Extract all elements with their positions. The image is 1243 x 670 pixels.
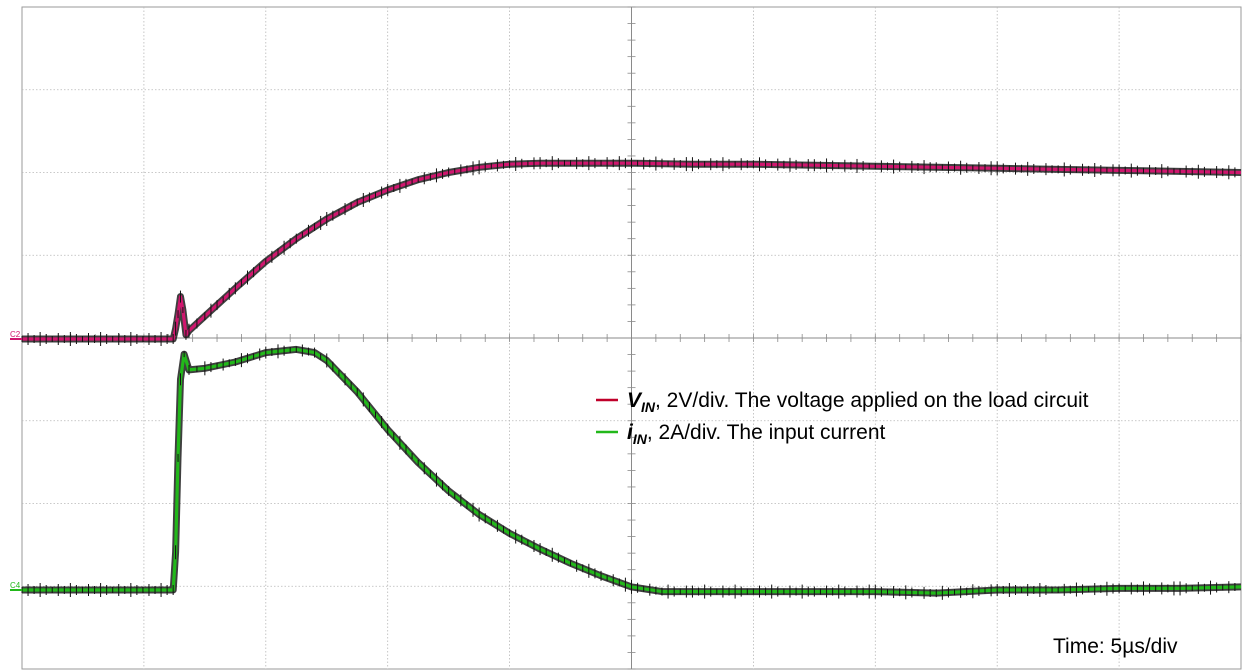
legend-iin-text: , 2A/div. The input current (647, 421, 886, 444)
legend-iin-var: i (627, 421, 634, 444)
channel-markers: C2 C4 (10, 330, 22, 591)
legend-iin-sub: IN (633, 431, 648, 447)
legend-entry-iin: iIN, 2A/div. The input current (627, 421, 886, 447)
channel-marker-1: C4 (10, 581, 21, 590)
legend-vin-text: , 2V/div. The voltage applied on the loa… (655, 389, 1089, 412)
time-scale-label: Time: 5µs/div (1053, 635, 1178, 658)
traces (21, 156, 1242, 600)
legend-vin-sub: IN (641, 399, 656, 415)
legend: VIN, 2V/div. The voltage applied on the … (596, 389, 1089, 447)
channel-marker-0: C2 (10, 330, 21, 339)
legend-entry-vin: VIN, 2V/div. The voltage applied on the … (627, 389, 1089, 415)
legend-vin-var: V (627, 389, 643, 412)
trace-line-0 (22, 161, 1242, 341)
